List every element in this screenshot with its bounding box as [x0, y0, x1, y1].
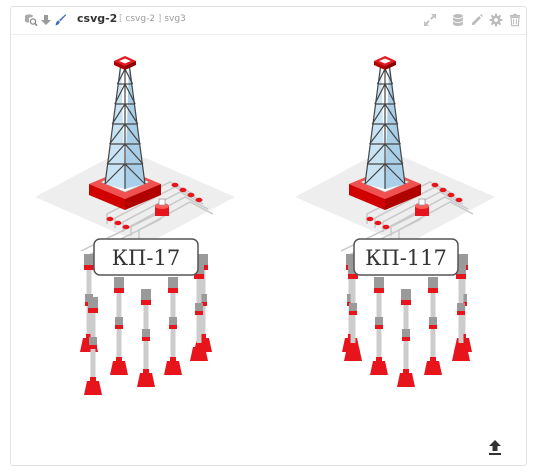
- brush-icon[interactable]: [53, 13, 67, 27]
- label-plate-kp-17[interactable]: КП-17: [93, 238, 199, 276]
- tower-label-kp-117: КП-117: [365, 246, 447, 270]
- tower-label-kp-17: КП-17: [112, 246, 180, 270]
- subtitle-bracket-close: ]: [157, 14, 162, 24]
- edit-icon[interactable]: [470, 13, 484, 27]
- widget-panel: csvg-2 [ csvg-2 ] svg3: [10, 6, 527, 466]
- upload-icon[interactable]: [487, 439, 503, 457]
- tower-kp-17: [34, 55, 236, 256]
- download-icon[interactable]: [39, 13, 53, 27]
- label-plate-kp-117[interactable]: КП-117: [353, 238, 459, 276]
- subtitle-alias: csvg-2: [125, 14, 156, 24]
- delete-icon[interactable]: [508, 13, 522, 27]
- wellpad-visualization: КП-17 КП-117: [34, 55, 496, 466]
- widget-title: csvg-2: [77, 12, 118, 25]
- tower-kp-117: [294, 55, 496, 256]
- fullscreen-icon[interactable]: [423, 13, 437, 27]
- dataset-search-icon[interactable]: [24, 13, 38, 27]
- subtitle-source: svg3: [164, 14, 186, 24]
- widget-subtitle: [ csvg-2 ] svg3: [119, 14, 186, 24]
- widget-header: csvg-2 [ csvg-2 ] svg3: [11, 7, 526, 35]
- database-icon[interactable]: [451, 13, 465, 27]
- settings-icon[interactable]: [489, 13, 503, 27]
- subtitle-bracket-open: [: [119, 14, 123, 24]
